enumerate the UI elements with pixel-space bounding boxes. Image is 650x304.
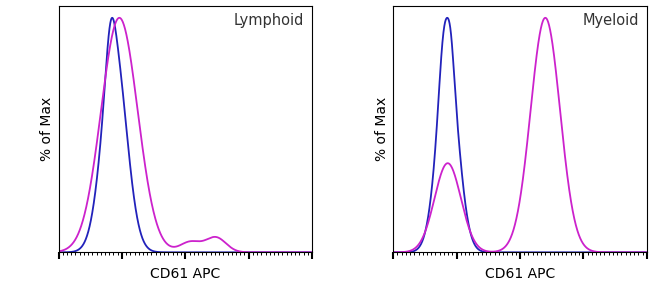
Text: Lymphoid: Lymphoid (234, 13, 304, 29)
X-axis label: CD61 APC: CD61 APC (150, 268, 220, 282)
X-axis label: CD61 APC: CD61 APC (485, 268, 555, 282)
Y-axis label: % of Max: % of Max (375, 97, 389, 161)
Y-axis label: % of Max: % of Max (40, 97, 55, 161)
Text: Myeloid: Myeloid (582, 13, 639, 29)
